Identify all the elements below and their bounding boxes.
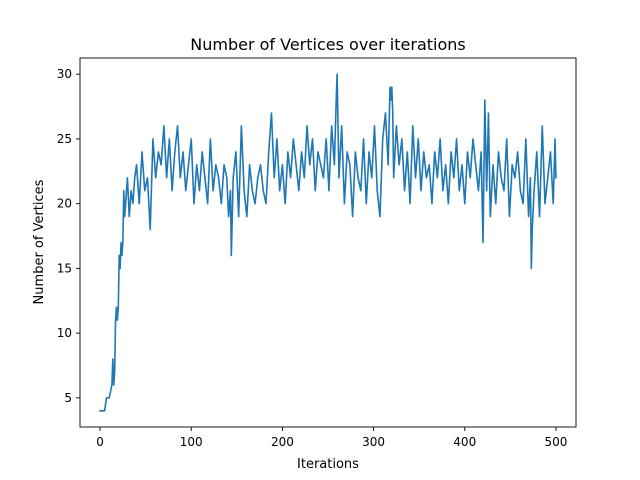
y-tick-label: 30 xyxy=(57,67,72,81)
x-tick-label: 100 xyxy=(180,435,203,449)
chart-title: Number of Vertices over iterations xyxy=(190,35,465,54)
x-tick-label: 200 xyxy=(271,435,294,449)
series-line-0 xyxy=(99,73,557,412)
y-tick-label: 20 xyxy=(57,197,72,211)
axes-frame xyxy=(79,57,577,428)
x-axis-label: Iterations xyxy=(297,457,359,472)
x-tick-label: 400 xyxy=(453,435,476,449)
y-tick-label: 10 xyxy=(57,326,72,340)
axis-ticks: 0 100 200 300 400 500 5 10 15 20 25 30 xyxy=(57,67,568,449)
y-tick-label: 5 xyxy=(64,391,72,405)
y-tick-label: 15 xyxy=(57,261,72,275)
x-tick-label: 500 xyxy=(544,435,567,449)
y-tick-label: 25 xyxy=(57,132,72,146)
plot-area xyxy=(79,57,577,428)
y-axis-label: Number of Vertices xyxy=(32,179,47,304)
x-tick-label: 300 xyxy=(362,435,385,449)
x-tick-label: 0 xyxy=(96,435,104,449)
